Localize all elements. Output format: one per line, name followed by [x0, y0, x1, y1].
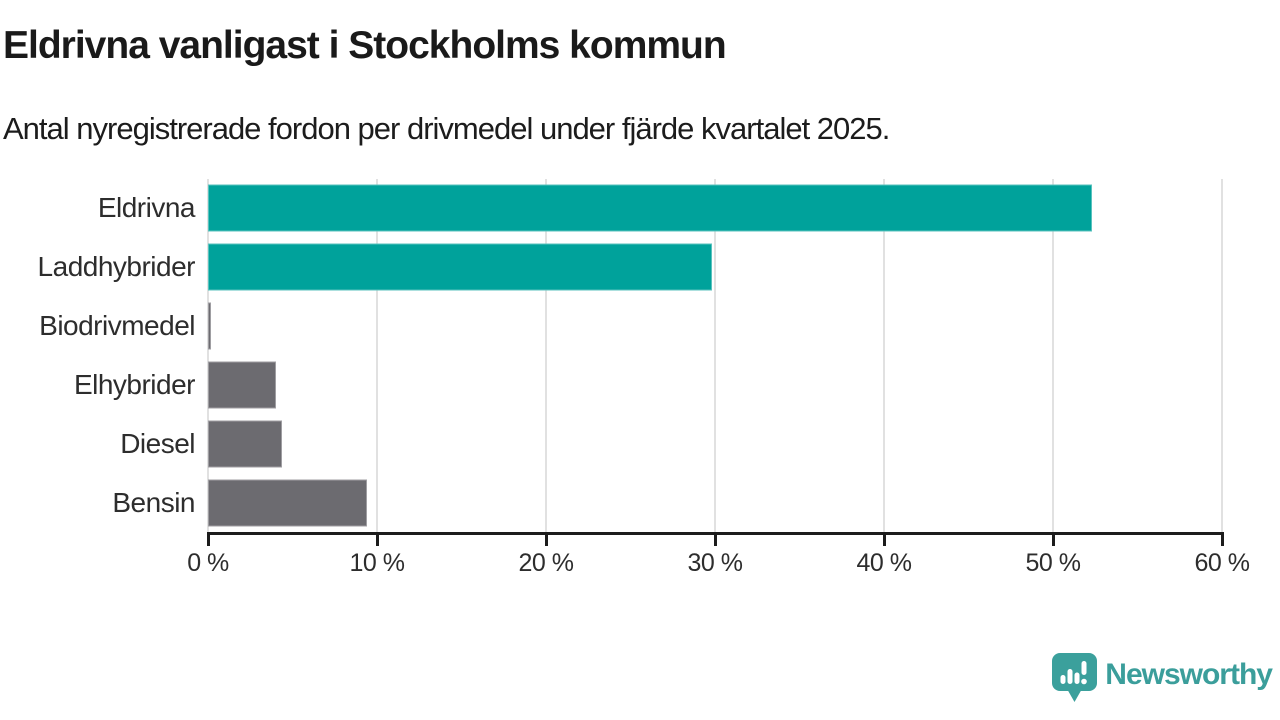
x-tick-mark-30 — [713, 532, 717, 546]
bar-row-elhybrider: Elhybrider — [74, 356, 1222, 415]
x-tick-label-0: 0 % — [187, 549, 229, 577]
bar-eldrivna — [208, 184, 1092, 232]
x-tick-mark-0 — [206, 532, 210, 546]
bar-row-laddhybrider: Laddhybrider — [38, 238, 1222, 297]
bar-row-bensin: Bensin — [112, 473, 1222, 532]
category-label-eldrivna: Eldrivna — [97, 192, 196, 224]
x-tick-label-60: 60 % — [1194, 549, 1250, 577]
x-tick-mark-10 — [375, 532, 379, 546]
category-label-biodrivmedel: Biodrivmedel — [39, 310, 195, 342]
x-tick-mark-20 — [544, 532, 548, 546]
gridline-60 — [1221, 179, 1223, 532]
bar-bensin — [208, 479, 367, 527]
x-tick-label-10: 10 % — [349, 549, 405, 577]
newsworthy-logo-icon — [1052, 653, 1098, 702]
gridline-30 — [714, 179, 716, 532]
bar-diesel — [208, 420, 283, 468]
x-tick-label-50: 50 % — [1025, 549, 1081, 577]
x-tick-label-40: 40 % — [856, 549, 912, 577]
newsworthy-logo-text: Newsworthy — [1105, 658, 1273, 691]
x-tick-label-30: 30 % — [687, 549, 743, 577]
bar-chart-plot-area: Eldrivna Laddhybrider Biodrivmedel Elhybrid… — [38, 179, 1250, 577]
bar-row-diesel: Diesel — [120, 414, 1222, 473]
gridline-0 — [207, 179, 209, 532]
x-tick-mark-60 — [1220, 532, 1224, 546]
gridline-50 — [1052, 179, 1054, 532]
category-label-laddhybrider: Laddhybrider — [37, 251, 196, 283]
newsworthy-logo: Newsworthy — [1051, 652, 1273, 702]
x-tick-mark-40 — [882, 532, 886, 546]
gridline-40 — [883, 179, 885, 532]
gridline-10 — [376, 179, 378, 532]
chart-subtitle: Antal nyregistrerade fordon per drivmede… — [3, 111, 890, 146]
bar-row-eldrivna: Eldrivna — [98, 179, 1222, 238]
x-tick-label-20: 20 % — [518, 549, 574, 577]
category-label-diesel: Diesel — [120, 427, 195, 459]
bar-elhybrider — [208, 361, 276, 409]
category-label-elhybrider: Elhybrider — [73, 368, 196, 400]
bar-laddhybrider — [208, 243, 712, 291]
bar-row-biodrivmedel: Biodrivmedel — [39, 297, 1222, 356]
gridline-20 — [545, 179, 547, 532]
bar-biodrivmedel — [208, 302, 212, 350]
category-label-bensin: Bensin — [112, 486, 195, 518]
chart-title: Eldrivna vanligast i Stockholms kommun — [3, 24, 727, 67]
x-tick-mark-50 — [1051, 532, 1055, 546]
